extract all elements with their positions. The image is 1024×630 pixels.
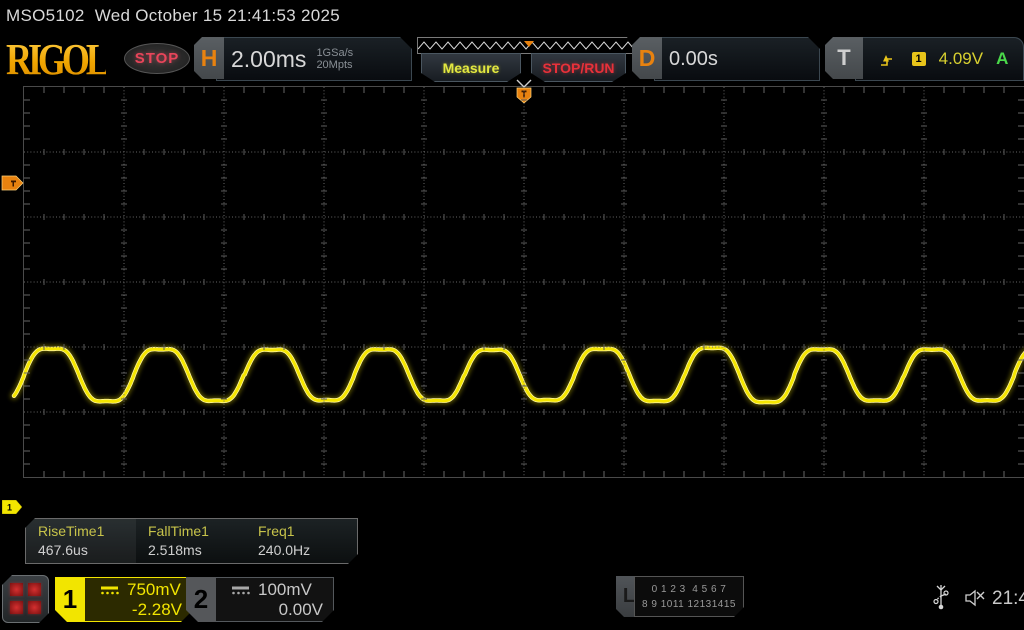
svg-text:1: 1 <box>7 503 12 513</box>
